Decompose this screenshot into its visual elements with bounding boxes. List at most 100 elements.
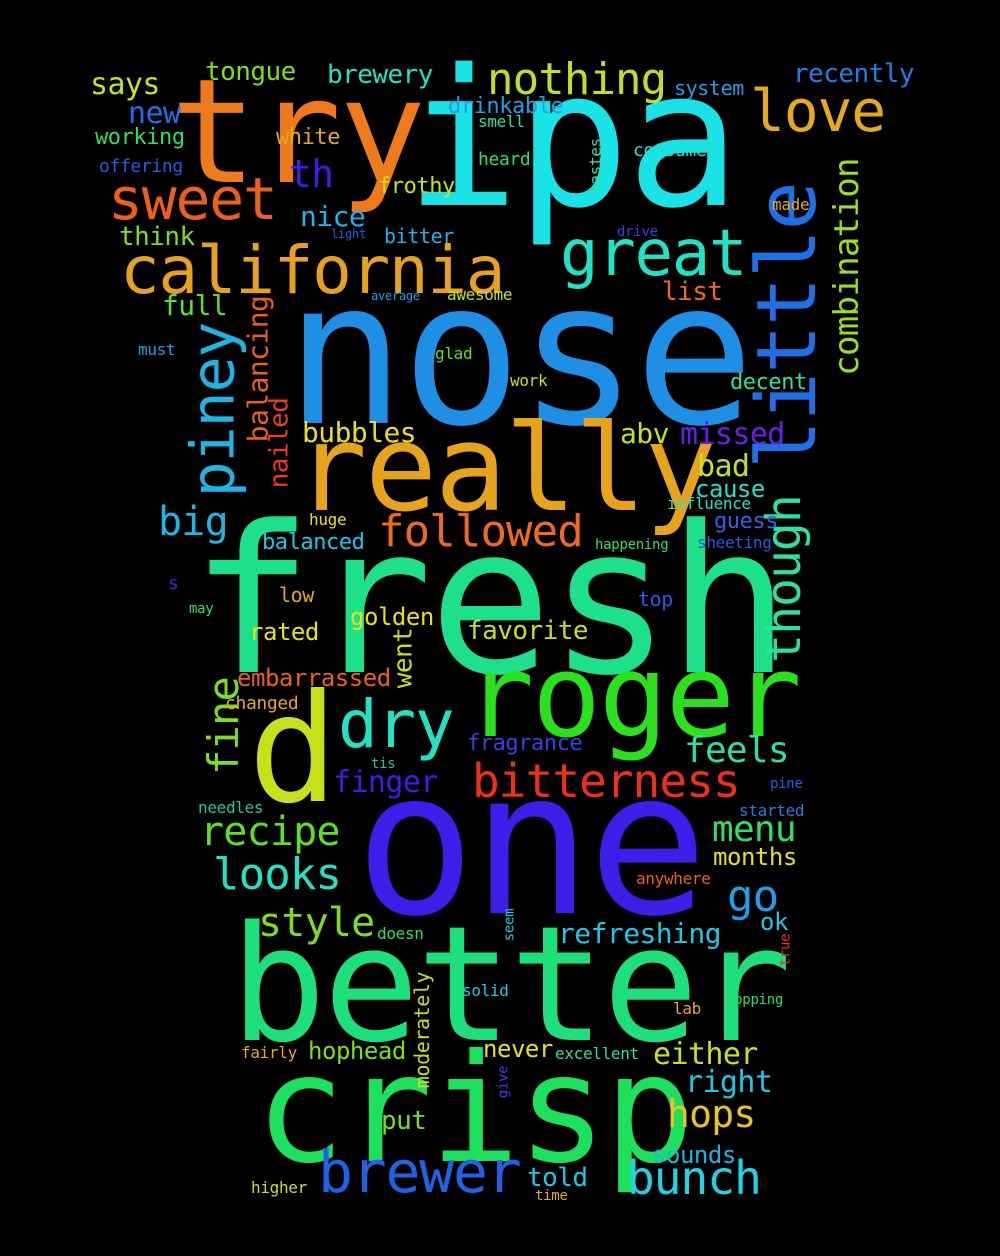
word: crisp	[255, 1023, 695, 1197]
word: roger	[465, 630, 802, 764]
word: list	[662, 277, 723, 307]
word: guess	[714, 509, 779, 534]
word: cause	[695, 475, 765, 503]
word: bitter	[384, 224, 454, 248]
word: full	[162, 289, 228, 322]
word: working	[95, 125, 185, 150]
word: went	[388, 627, 419, 689]
word: d	[248, 663, 338, 837]
word: changed	[225, 693, 299, 714]
word: really	[295, 400, 716, 539]
word: made	[772, 195, 810, 214]
word: higher	[251, 1178, 307, 1197]
word: top	[638, 587, 673, 611]
word: frothy	[378, 174, 455, 199]
word: recipe	[200, 809, 341, 855]
word: brewer	[318, 1138, 522, 1206]
word: moderately	[410, 971, 435, 1089]
word: sounds	[652, 1141, 736, 1169]
word: heard	[478, 149, 531, 170]
word: nose	[285, 238, 755, 471]
word: missed	[680, 417, 785, 452]
word: style	[258, 900, 375, 946]
word: offering	[99, 156, 183, 177]
word: system	[674, 76, 744, 100]
word: combination	[826, 158, 867, 376]
word: abv	[620, 417, 669, 450]
word: give	[495, 1065, 512, 1099]
word: big	[158, 499, 229, 545]
word: must	[138, 340, 176, 359]
word: try	[170, 48, 426, 217]
word: drive	[617, 224, 658, 240]
word: ipa	[405, 29, 741, 250]
word: rated	[249, 618, 319, 646]
word: embarrassed	[237, 664, 391, 692]
word: happening	[595, 537, 669, 553]
word: nothing	[487, 54, 667, 105]
word: true	[777, 933, 794, 967]
word: months	[713, 843, 797, 871]
word: pine	[770, 776, 803, 792]
word: th	[289, 152, 334, 196]
word: fresh	[190, 483, 791, 721]
word: favorite	[467, 616, 589, 646]
word: glad	[435, 344, 473, 363]
word: balanced	[262, 530, 365, 555]
word: solid	[462, 981, 509, 1000]
word: tastes	[585, 138, 605, 194]
word: brewery	[327, 60, 433, 90]
word: piney	[178, 322, 249, 498]
word: tis	[371, 756, 396, 772]
word: golden	[350, 603, 434, 631]
word: bubbles	[302, 416, 417, 449]
word: dry	[338, 686, 455, 763]
word: told	[527, 1163, 588, 1193]
word: sheeting	[697, 533, 772, 552]
word: followed	[378, 506, 584, 557]
word: bitterness	[472, 754, 741, 808]
word: influence	[667, 494, 751, 513]
word: nice	[300, 200, 366, 233]
word: nailed	[264, 397, 295, 489]
word: white	[276, 125, 341, 150]
word: california	[120, 232, 505, 309]
word: tongue	[205, 57, 296, 87]
word: one	[355, 728, 708, 961]
word: never	[483, 1035, 553, 1063]
word: needles	[198, 798, 264, 817]
word: looks	[213, 849, 342, 900]
word: drinkable	[448, 94, 564, 119]
word: huge	[309, 510, 347, 529]
word: smell	[478, 112, 525, 131]
word: fairly	[241, 1043, 297, 1062]
word: hophead	[308, 1037, 406, 1065]
word: bunch	[627, 1151, 762, 1205]
word: hopping	[726, 992, 784, 1008]
word: feels	[684, 730, 789, 771]
word: work	[510, 371, 548, 390]
word: new	[128, 96, 181, 131]
word: think	[119, 222, 195, 252]
word: fragrance	[467, 731, 583, 756]
word: ok	[760, 908, 788, 936]
word: excellent	[555, 1044, 639, 1063]
word: sweet	[108, 165, 278, 233]
word: decent	[730, 370, 807, 395]
word: seem	[501, 908, 518, 942]
word: s	[168, 573, 179, 594]
word: better	[230, 891, 792, 1078]
word: light	[331, 227, 366, 241]
word: love	[750, 77, 886, 145]
word: go	[727, 871, 779, 922]
word: great	[560, 217, 748, 291]
word: lab	[673, 999, 701, 1018]
word: recently	[793, 59, 915, 89]
word: finger	[333, 765, 438, 800]
word: doesn	[377, 924, 424, 943]
word: low	[279, 583, 314, 607]
word: bad	[697, 449, 750, 484]
word: may	[189, 601, 214, 617]
word: anywhere	[636, 869, 711, 888]
